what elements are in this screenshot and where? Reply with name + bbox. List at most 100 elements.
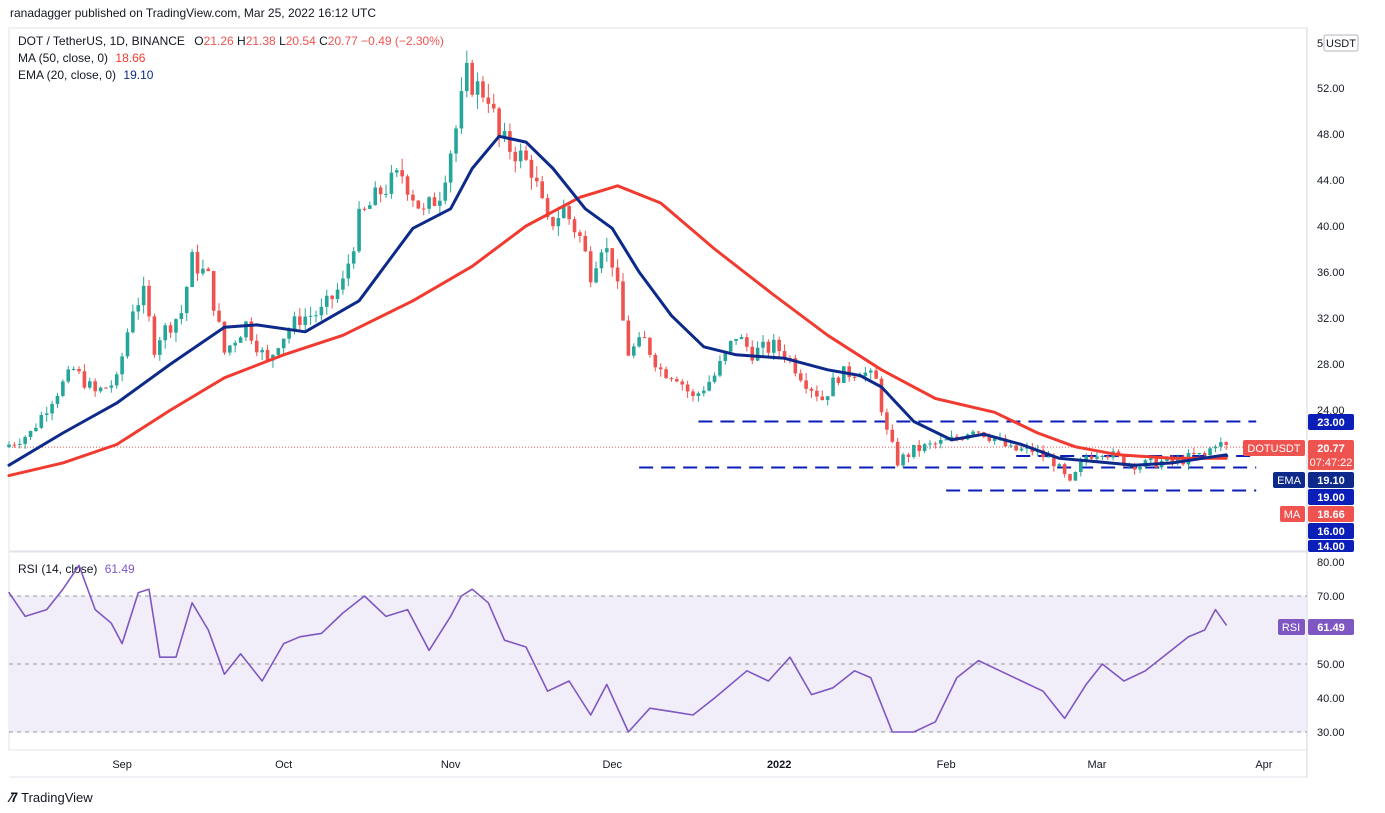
candle-body-16 <box>93 381 97 392</box>
candle-body-110 <box>599 252 604 269</box>
rsi-tick-4: 40.00 <box>1317 693 1345 705</box>
publisher-caption: ranadagger published on TradingView.com,… <box>10 6 377 20</box>
ema-value-badge: 19.10 <box>1308 472 1354 488</box>
candle-body-180 <box>976 431 981 433</box>
ohlc-open-value: 21.26 <box>203 34 234 48</box>
candle-body-86 <box>470 62 474 95</box>
tradingview-logo-icon: ⁄7 <box>10 789 18 805</box>
currency-badge[interactable]: 5 USDT <box>1317 34 1359 52</box>
candle-body-10 <box>61 381 65 396</box>
candle-body-200 <box>1084 456 1088 462</box>
candle-body-77 <box>421 208 426 210</box>
candle-body-143 <box>777 339 781 352</box>
candle-body-223 <box>1208 448 1212 456</box>
ema-tag-box <box>1273 472 1305 488</box>
candle-body-17 <box>98 387 103 392</box>
rsi-tag-box <box>1278 619 1305 635</box>
symbol-tag: DOTUSDT <box>1243 440 1305 456</box>
candle-body-82 <box>448 153 453 183</box>
candle-body-168 <box>912 444 916 457</box>
ohlc-change: −0.49 (−2.30%) <box>361 34 444 48</box>
candle-body-225 <box>1219 442 1223 447</box>
candle-body-155 <box>842 366 846 383</box>
candle-body-131 <box>712 375 717 382</box>
candle-body-173 <box>938 440 943 444</box>
candle-body-6 <box>39 414 44 428</box>
candle-body-64 <box>351 251 356 264</box>
level-19-badge-text: 19.00 <box>1317 492 1345 504</box>
tradingview-logo[interactable]: ⁄7 TradingView <box>10 789 93 805</box>
candle-body-201 <box>1089 456 1094 459</box>
candle-body-169 <box>917 444 922 452</box>
ma-value-badge-box <box>1308 506 1354 522</box>
ema-legend: EMA (20, close, 0) 19.10 <box>18 68 153 82</box>
candle-body-38 <box>211 271 216 311</box>
price-tick-2: 44.00 <box>1317 175 1345 187</box>
candle-body-35 <box>195 252 200 274</box>
candle-body-15 <box>87 381 92 388</box>
candle-body-183 <box>992 438 997 441</box>
candle-body-188 <box>1019 448 1024 451</box>
candle-body-73 <box>400 170 404 177</box>
candle-body-139 <box>755 347 760 361</box>
candle-body-167 <box>906 454 911 457</box>
candle-body-34 <box>190 252 194 287</box>
candle-body-121 <box>658 367 663 370</box>
candle-body-163 <box>885 412 889 430</box>
candle-body-209 <box>1132 464 1137 470</box>
symbol-tag-text: DOTUSDT <box>1247 443 1300 455</box>
candle-body-136 <box>739 337 744 340</box>
ma-value-badge: 18.66 <box>1308 506 1354 522</box>
candle-body-202 <box>1095 456 1099 459</box>
candle-body-78 <box>427 197 431 209</box>
candle-body-157 <box>852 376 857 378</box>
candle-body-221 <box>1197 453 1202 455</box>
candle-body-56 <box>308 315 313 317</box>
candle-body-60 <box>330 295 334 300</box>
candle-body-39 <box>217 310 221 322</box>
symbol-line: DOT / TetherUS, 1D, BINANCE <box>18 34 185 48</box>
candle-body-153 <box>831 377 835 397</box>
level-16-badge-text: 16.00 <box>1317 526 1345 538</box>
candle-body-106 <box>578 232 582 236</box>
ma-value-badge-text: 18.66 <box>1317 509 1345 521</box>
candle-body-113 <box>615 267 620 282</box>
candle-body-186 <box>1008 445 1013 447</box>
candle-body-126 <box>685 384 690 392</box>
candle-body-120 <box>653 354 658 368</box>
candle-body-165 <box>895 441 900 466</box>
time-tick-5: Feb <box>937 759 956 771</box>
candle-body-18 <box>104 387 108 389</box>
time-tick-3: Dec <box>602 759 622 771</box>
candle-body-217 <box>1175 458 1180 462</box>
rsi-value-badge: 61.49 <box>1308 619 1354 635</box>
ma-tag-box <box>1280 506 1305 522</box>
candle-body-101 <box>551 217 555 227</box>
candle-body-141 <box>766 341 771 353</box>
candle-body-129 <box>701 390 706 394</box>
candle-body-3 <box>23 436 27 444</box>
candle-body-146 <box>793 358 798 374</box>
candle-body-41 <box>228 345 232 353</box>
ohlc-close-value: 20.77 <box>327 34 358 48</box>
candle-body-52 <box>287 330 291 339</box>
candle-body-116 <box>631 346 636 356</box>
candle-body-104 <box>567 206 571 220</box>
candle-body-108 <box>588 251 593 283</box>
candle-body-71 <box>389 172 394 194</box>
candle-body-57 <box>314 315 318 317</box>
candle-body-160 <box>868 370 873 373</box>
candle-body-195 <box>1057 464 1062 467</box>
candle-body-197 <box>1068 474 1072 481</box>
ma-legend-value: 18.66 <box>115 51 146 65</box>
rsi-background-band <box>9 595 1307 733</box>
currency-prefix: 5 <box>1317 38 1323 50</box>
candle-body-127 <box>691 391 695 397</box>
candle-body-156 <box>847 366 851 377</box>
candle-body-128 <box>696 393 701 397</box>
ma50-line <box>7 184 1228 478</box>
ohlc-high-key: H <box>237 34 246 48</box>
currency-badge-box <box>1323 34 1359 52</box>
ma-legend-label: MA (50, close, 0) <box>18 51 109 65</box>
